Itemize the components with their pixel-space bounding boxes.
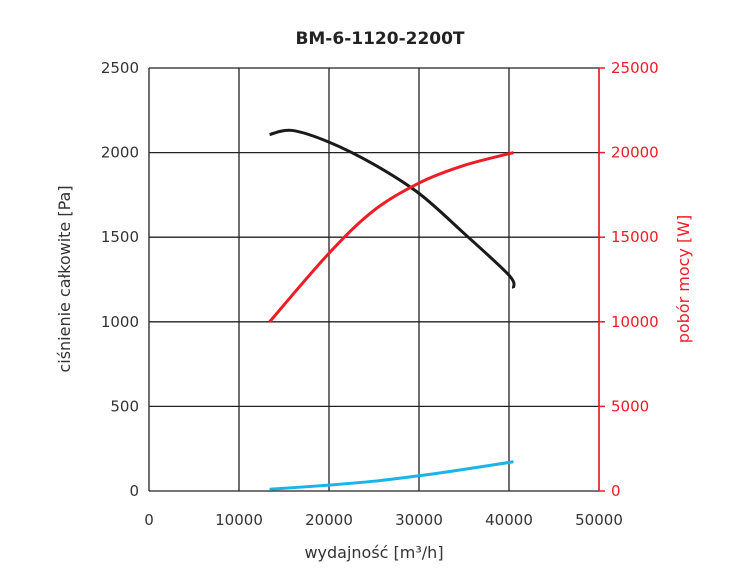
y-tick-label: 0 (129, 482, 139, 500)
y2-tick-label: 25000 (611, 59, 659, 77)
y-tick-label: 1000 (101, 313, 139, 331)
series-line-3 (269, 460, 514, 491)
x-tick-label: 20000 (305, 511, 353, 529)
series-line-2 (268, 151, 514, 323)
y-tick-label: 2000 (101, 144, 139, 162)
x-tick-label: 30000 (395, 511, 443, 529)
y2-tick-label: 10000 (611, 313, 659, 331)
series-line-1 (269, 128, 516, 289)
x-tick-label: 40000 (485, 511, 533, 529)
y-axis-label: ciśnienie całkowite [Pa] (55, 185, 74, 372)
y-tick-label: 1500 (101, 228, 139, 246)
x-axis-label: wydajność [m³/h] (304, 543, 443, 562)
x-tick-label: 50000 (575, 511, 623, 529)
x-tick-label: 0 (144, 511, 154, 529)
y-tick-label: 2500 (101, 59, 139, 77)
y2-tick-label: 20000 (611, 144, 659, 162)
x-tick-label: 10000 (215, 511, 263, 529)
y2-tick-label: 5000 (611, 397, 649, 415)
y-tick-label: 500 (110, 397, 139, 415)
y2-axis-label: pobór mocy [W] (674, 215, 693, 344)
y2-tick-label: 15000 (611, 228, 659, 246)
chart-title: BM-6-1120-2200T (295, 29, 464, 49)
y2-tick-label: 0 (611, 482, 621, 500)
